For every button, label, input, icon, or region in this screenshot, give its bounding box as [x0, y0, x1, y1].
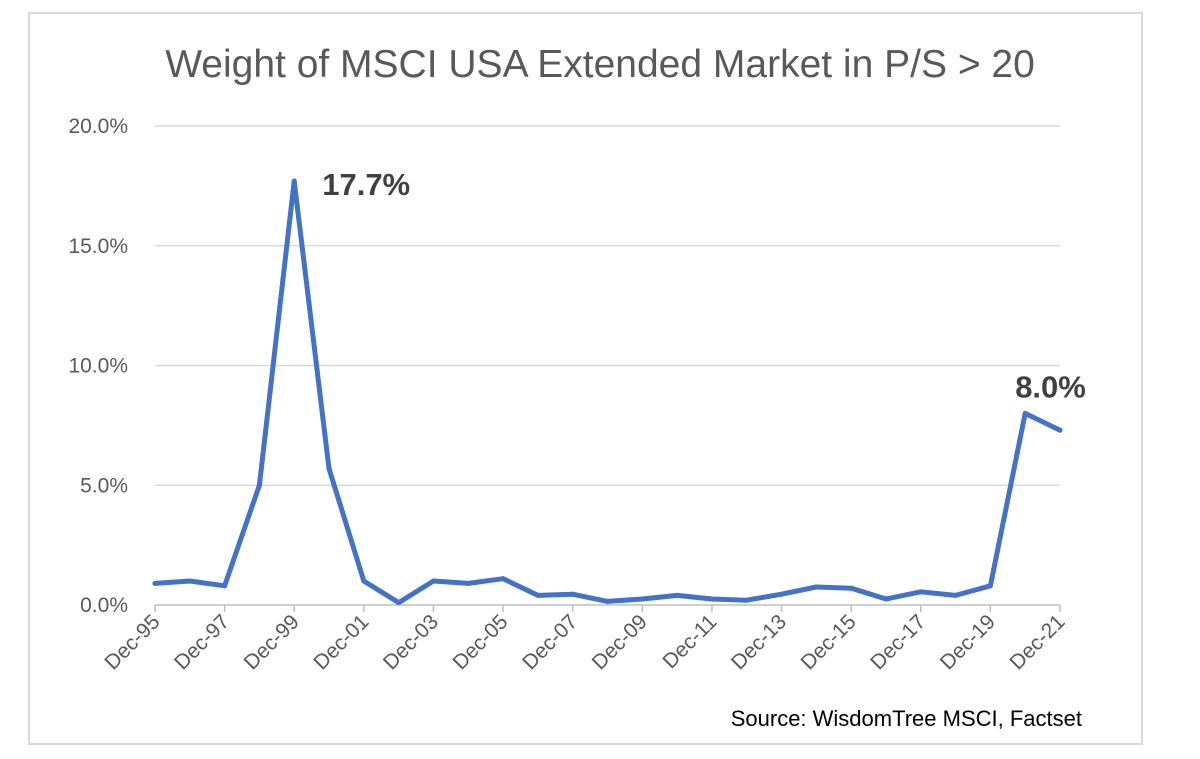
data-point: [813, 584, 819, 590]
x-tick-label: Dec-09: [588, 610, 652, 674]
data-point: [1022, 410, 1028, 416]
data-point: [639, 596, 645, 602]
x-tick-label: Dec-11: [658, 610, 721, 673]
x-tick-label: Dec-99: [240, 610, 304, 674]
data-label: 8.0%: [1015, 369, 1086, 404]
data-point: [570, 591, 576, 597]
data-point: [605, 598, 610, 604]
x-tick-label: Dec-97: [170, 610, 234, 674]
x-tick-label: Dec-13: [727, 610, 791, 674]
data-point: [779, 591, 785, 597]
series-line: [152, 178, 1063, 606]
data-point: [987, 583, 993, 589]
data-point: [744, 597, 750, 603]
data-point: [326, 465, 332, 471]
x-tick-label: Dec-19: [936, 610, 1000, 674]
data-point: [918, 589, 924, 595]
data-point: [396, 600, 402, 606]
x-tick-label: Dec-15: [797, 610, 861, 674]
chart-title: Weight of MSCI USA Extended Market in P/…: [165, 43, 1035, 86]
x-tick-label: Dec-07: [518, 610, 582, 674]
data-point: [953, 592, 959, 598]
source-note: Source: WisdomTree MSCI, Factset: [730, 706, 1082, 731]
x-tick-label: Dec-21: [1005, 610, 1069, 674]
data-point: [361, 578, 367, 584]
y-tick-label: 0.0%: [80, 594, 128, 617]
data-point: [256, 482, 262, 488]
data-point: [187, 578, 193, 584]
y-tick-label: 20.0%: [68, 115, 128, 138]
y-tick-label: 10.0%: [68, 355, 128, 378]
x-tick-label: Dec-05: [448, 610, 512, 674]
data-point: [535, 592, 541, 598]
data-label: 17.7%: [322, 167, 410, 202]
x-tick-label: Dec-17: [866, 610, 930, 674]
data-point: [500, 576, 506, 582]
data-point: [709, 596, 715, 602]
data-point: [222, 583, 228, 589]
x-tick-label: Dec-03: [379, 610, 443, 674]
data-point: [674, 592, 680, 598]
data-point: [291, 178, 297, 184]
data-point: [430, 578, 436, 584]
data-point: [1057, 427, 1063, 433]
x-tick-label: Dec-01: [309, 610, 373, 674]
data-point: [883, 596, 889, 602]
chart-frame: [28, 12, 1143, 745]
x-tick-label: Dec-95: [100, 610, 164, 674]
data-point: [465, 580, 471, 586]
y-tick-label: 15.0%: [68, 235, 128, 258]
data-point: [848, 585, 854, 591]
data-point: [152, 580, 158, 586]
y-tick-label: 5.0%: [80, 474, 128, 497]
